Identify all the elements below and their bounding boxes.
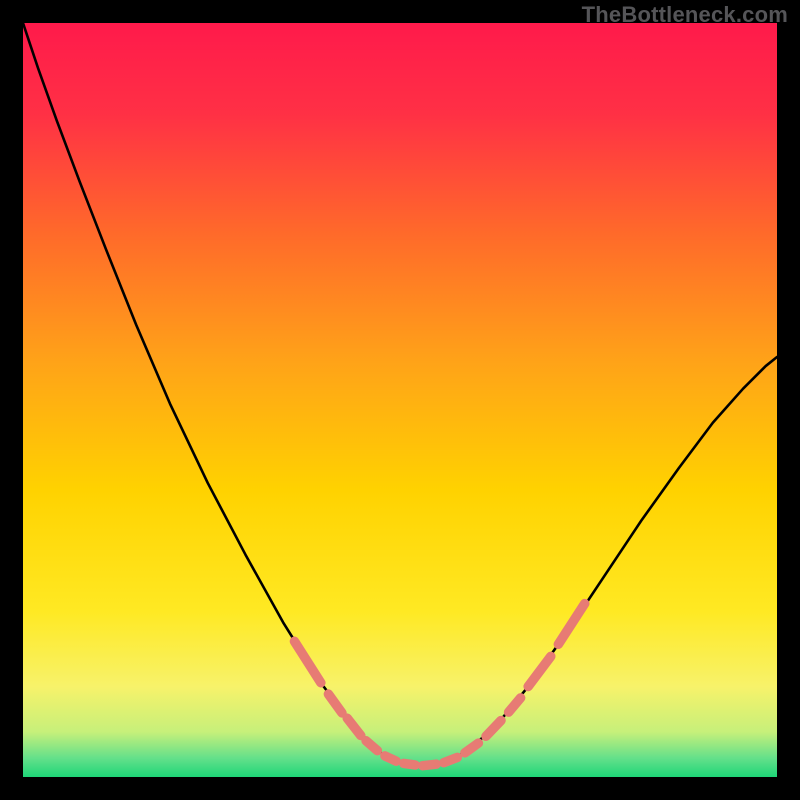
dash-segment bbox=[465, 743, 479, 753]
dash-segment bbox=[423, 764, 437, 766]
dash-segment bbox=[486, 720, 501, 736]
dash-segment bbox=[328, 694, 342, 713]
dash-segment bbox=[347, 718, 361, 735]
dash-segment bbox=[385, 756, 396, 761]
dash-overlay-group bbox=[294, 604, 584, 766]
dash-segment bbox=[404, 763, 415, 765]
watermark-text: TheBottleneck.com bbox=[582, 2, 788, 28]
dash-segment bbox=[509, 698, 521, 712]
bottleneck-curve bbox=[23, 23, 777, 766]
curve-layer bbox=[23, 23, 777, 777]
dash-segment bbox=[444, 757, 458, 762]
dash-segment bbox=[366, 741, 377, 751]
dash-segment bbox=[528, 656, 551, 686]
chart-root: TheBottleneck.com bbox=[0, 0, 800, 800]
dash-segment bbox=[294, 641, 320, 682]
dash-segment bbox=[558, 604, 584, 645]
